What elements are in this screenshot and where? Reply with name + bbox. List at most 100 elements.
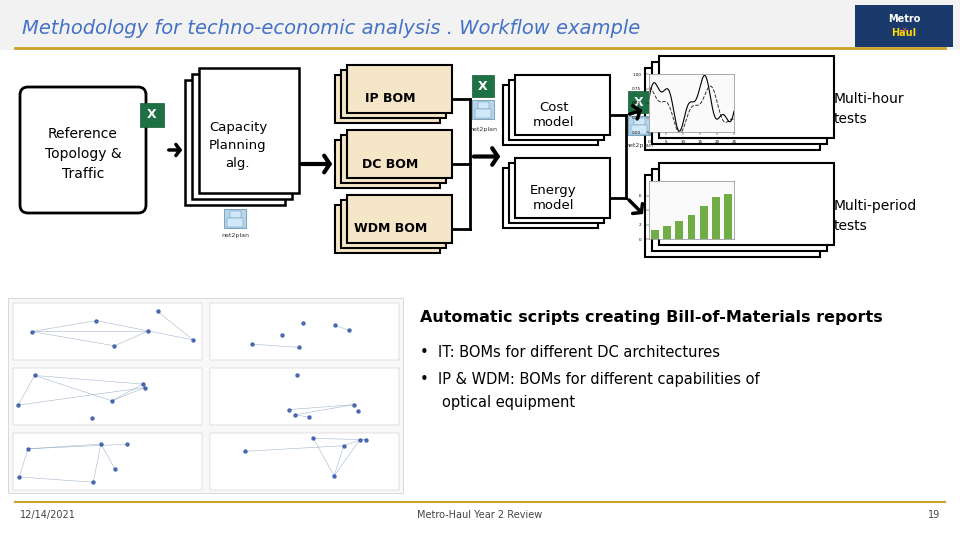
Point <box>352 436 368 444</box>
FancyBboxPatch shape <box>210 368 399 425</box>
FancyBboxPatch shape <box>515 158 610 218</box>
Point <box>349 406 365 415</box>
Bar <box>724 194 732 239</box>
FancyBboxPatch shape <box>210 433 399 490</box>
Bar <box>651 230 659 239</box>
Text: •  IT: BOMs for different DC architectures: • IT: BOMs for different DC architecture… <box>420 345 720 360</box>
Point <box>88 316 104 325</box>
Text: ✕: ✕ <box>901 27 907 33</box>
Point <box>288 410 303 419</box>
Point <box>84 414 100 422</box>
FancyBboxPatch shape <box>229 211 241 218</box>
Point <box>295 319 310 327</box>
FancyBboxPatch shape <box>140 103 164 127</box>
FancyBboxPatch shape <box>475 109 491 118</box>
Text: Methodology for techno-economic analysis . Workflow example: Methodology for techno-economic analysis… <box>22 18 640 37</box>
Point <box>108 464 123 473</box>
Point <box>107 341 122 350</box>
FancyBboxPatch shape <box>347 130 452 178</box>
Text: optical equipment: optical equipment <box>442 395 575 410</box>
FancyBboxPatch shape <box>224 209 246 228</box>
Text: •  IP & WDM: BOMs for different capabilities of: • IP & WDM: BOMs for different capabilit… <box>420 372 759 387</box>
FancyBboxPatch shape <box>855 5 953 47</box>
Point <box>291 343 306 352</box>
FancyBboxPatch shape <box>477 102 489 109</box>
Point <box>140 327 156 336</box>
Bar <box>663 226 671 239</box>
FancyBboxPatch shape <box>509 163 604 223</box>
FancyBboxPatch shape <box>185 80 285 205</box>
Text: Automatic scripts creating Bill-of-Materials reports: Automatic scripts creating Bill-of-Mater… <box>420 310 883 325</box>
Text: Capacity
Planning
alg.: Capacity Planning alg. <box>209 121 267 170</box>
FancyBboxPatch shape <box>335 205 440 253</box>
FancyBboxPatch shape <box>628 116 650 134</box>
Point <box>336 441 351 450</box>
Point <box>11 401 26 409</box>
FancyBboxPatch shape <box>472 100 494 119</box>
Point <box>135 380 151 388</box>
FancyBboxPatch shape <box>503 85 598 145</box>
Text: X: X <box>635 96 644 109</box>
FancyBboxPatch shape <box>8 298 403 493</box>
FancyBboxPatch shape <box>659 56 834 138</box>
FancyBboxPatch shape <box>515 75 610 135</box>
FancyBboxPatch shape <box>192 74 292 199</box>
Text: net2plan: net2plan <box>221 233 249 238</box>
FancyBboxPatch shape <box>228 218 243 227</box>
Text: Haul: Haul <box>892 28 917 38</box>
FancyBboxPatch shape <box>335 75 440 123</box>
FancyBboxPatch shape <box>341 200 446 248</box>
Point <box>137 383 153 392</box>
FancyBboxPatch shape <box>13 303 202 360</box>
FancyBboxPatch shape <box>20 87 146 213</box>
Point <box>105 396 120 405</box>
Point <box>274 330 289 339</box>
FancyBboxPatch shape <box>652 169 827 251</box>
Point <box>290 370 305 379</box>
Point <box>342 326 357 335</box>
Point <box>326 471 342 480</box>
Point <box>93 440 108 448</box>
FancyBboxPatch shape <box>634 118 644 125</box>
FancyBboxPatch shape <box>632 125 647 133</box>
Point <box>237 447 252 456</box>
Text: Multi-period
tests: Multi-period tests <box>834 199 917 233</box>
Text: WDM BOM: WDM BOM <box>354 222 427 235</box>
FancyBboxPatch shape <box>645 175 820 257</box>
Point <box>327 321 343 329</box>
FancyBboxPatch shape <box>628 91 650 113</box>
Point <box>27 371 42 380</box>
Text: Reference
Topology &
Traffic: Reference Topology & Traffic <box>45 127 121 180</box>
FancyBboxPatch shape <box>341 135 446 183</box>
Text: 19: 19 <box>927 510 940 520</box>
Point <box>244 340 259 348</box>
Point <box>119 440 134 449</box>
FancyBboxPatch shape <box>0 0 960 50</box>
Text: Energy
model: Energy model <box>530 184 577 212</box>
FancyBboxPatch shape <box>13 433 202 490</box>
FancyBboxPatch shape <box>199 68 299 193</box>
Point <box>300 413 316 421</box>
FancyBboxPatch shape <box>503 168 598 228</box>
Text: IP BOM: IP BOM <box>365 92 416 105</box>
Point <box>305 434 321 443</box>
Point <box>185 335 201 344</box>
Point <box>20 444 36 453</box>
Bar <box>700 206 708 239</box>
Text: X: X <box>478 79 488 92</box>
Text: 12/14/2021: 12/14/2021 <box>20 510 76 520</box>
FancyBboxPatch shape <box>509 80 604 140</box>
Text: Metro: Metro <box>888 14 921 24</box>
FancyBboxPatch shape <box>472 75 494 97</box>
Point <box>24 327 39 336</box>
Text: X: X <box>147 109 156 122</box>
FancyBboxPatch shape <box>341 70 446 118</box>
Text: Cost
model: Cost model <box>533 101 574 129</box>
FancyBboxPatch shape <box>210 303 399 360</box>
FancyBboxPatch shape <box>347 195 452 243</box>
Text: DC BOM: DC BOM <box>362 158 419 171</box>
Bar <box>711 197 720 239</box>
FancyBboxPatch shape <box>645 68 820 150</box>
FancyBboxPatch shape <box>347 65 452 113</box>
Text: net2plan: net2plan <box>469 127 497 132</box>
